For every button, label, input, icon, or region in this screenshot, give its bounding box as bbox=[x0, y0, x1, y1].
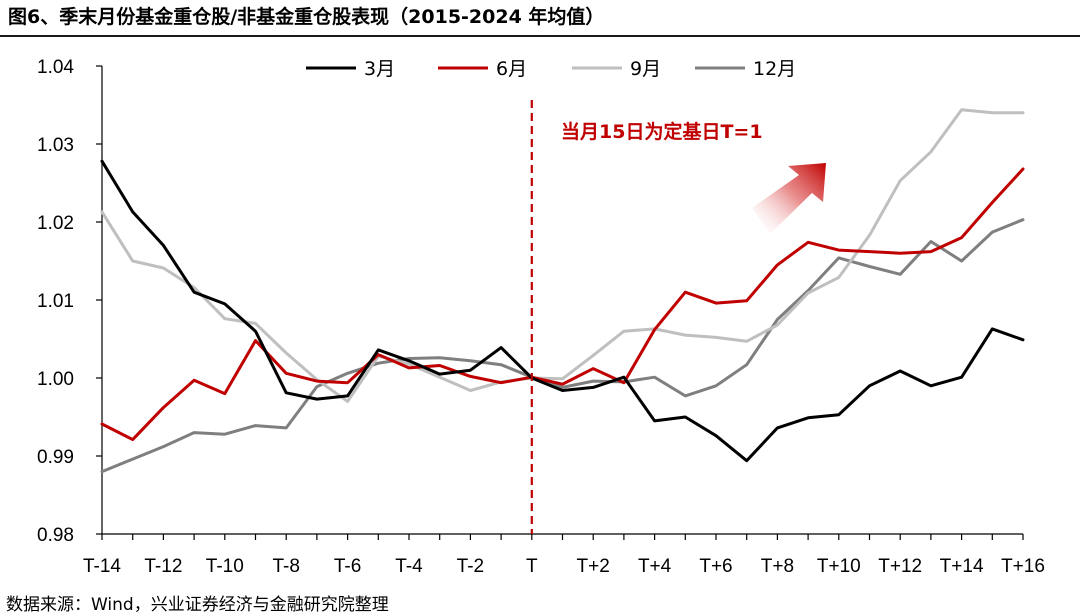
x-tick-label: T+8 bbox=[761, 556, 794, 577]
x-tick-label: T-10 bbox=[206, 556, 244, 577]
y-tick-label: 1.03 bbox=[37, 135, 74, 156]
x-tick-label: T+16 bbox=[1001, 556, 1045, 577]
x-tick-label: T+2 bbox=[577, 556, 610, 577]
x-tick-label: T bbox=[526, 556, 538, 577]
series-line-6m bbox=[100, 167, 1025, 442]
annotation-text: 当月15日为定基日T=1 bbox=[561, 120, 763, 143]
legend-label-6m: 6月 bbox=[496, 58, 527, 80]
legend-label-9m: 9月 bbox=[630, 58, 661, 80]
x-tick-label: T+6 bbox=[699, 556, 732, 577]
series-line-12m bbox=[100, 218, 1025, 474]
y-tick-label: 1.04 bbox=[37, 57, 74, 78]
x-tick-label: T+10 bbox=[817, 556, 861, 577]
y-tick-label: 1.02 bbox=[37, 213, 74, 234]
trend-arrow-icon bbox=[752, 163, 826, 234]
series-line-3m bbox=[100, 159, 1025, 463]
reference-marker: 当月15日为定基日T=1 bbox=[530, 100, 826, 534]
legend: 3月 6月 9月 12月 bbox=[306, 58, 796, 80]
axes: 0.98 0.99 1.00 1.01 1.02 1.03 1.04 T-14 T-12 T-10… bbox=[37, 57, 1045, 577]
legend-label-3m: 3月 bbox=[364, 58, 395, 80]
series-line-9m bbox=[100, 108, 1025, 403]
y-tick-label: 1.01 bbox=[37, 291, 74, 312]
x-tick-label: T-2 bbox=[457, 556, 484, 577]
x-tick-label: T-6 bbox=[334, 556, 361, 577]
x-tick-label: T-8 bbox=[272, 556, 299, 577]
x-tick-label: T-12 bbox=[144, 556, 182, 577]
legend-label-12m: 12月 bbox=[753, 58, 796, 80]
x-tick-label: T+14 bbox=[940, 556, 984, 577]
chart-title: 图6、季末月份基金重仓股/非基金重仓股表现（2015-2024 年均值） bbox=[8, 6, 605, 28]
x-tick-label: T-14 bbox=[83, 556, 121, 577]
y-tick-label: 0.98 bbox=[37, 525, 74, 546]
x-tick-label: T+12 bbox=[878, 556, 922, 577]
x-tick-label: T+4 bbox=[638, 556, 672, 577]
data-source-note: 数据来源：Wind，兴业证券经济与金融研究院整理 bbox=[6, 595, 389, 615]
x-tick-label: T-4 bbox=[395, 556, 423, 577]
y-tick-label: 0.99 bbox=[37, 447, 74, 468]
series-group bbox=[100, 108, 1025, 474]
y-tick-label: 1.00 bbox=[37, 369, 74, 390]
title-divider bbox=[0, 35, 1080, 37]
